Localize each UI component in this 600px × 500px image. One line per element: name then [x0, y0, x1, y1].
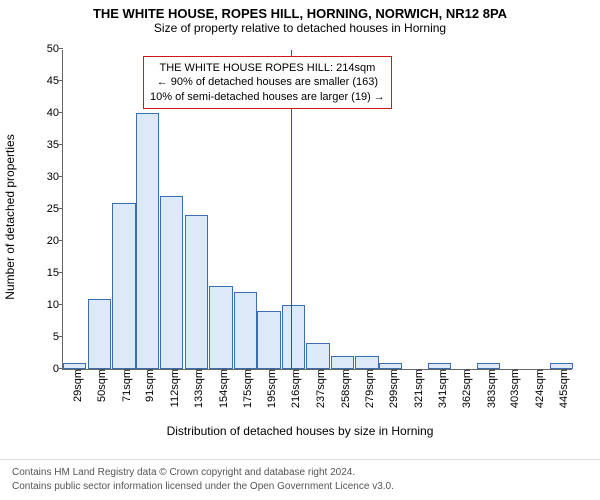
chart-title: THE WHITE HOUSE, ROPES HILL, HORNING, NO…	[0, 0, 600, 21]
x-tick-label: 154sqm	[212, 369, 230, 408]
histogram-bar	[257, 311, 280, 369]
x-tick-label: 279sqm	[358, 369, 376, 408]
x-tick-label: 237sqm	[309, 369, 327, 408]
x-tick-label: 299sqm	[382, 369, 400, 408]
plot-area: 0510152025303540455029sqm50sqm71sqm91sqm…	[62, 50, 572, 370]
x-tick-label: 341sqm	[431, 369, 449, 408]
x-tick-label: 258sqm	[334, 369, 352, 408]
x-tick-label: 133sqm	[187, 369, 205, 408]
histogram-bar	[428, 363, 451, 369]
footer-line: Contains public sector information licen…	[12, 480, 588, 494]
histogram-bar	[379, 363, 402, 369]
histogram-bar	[63, 363, 86, 369]
chart-subtitle: Size of property relative to detached ho…	[0, 21, 600, 35]
histogram-bar	[112, 203, 135, 369]
x-axis-label: Distribution of detached houses by size …	[0, 424, 600, 438]
histogram-bar	[306, 343, 329, 369]
x-tick-label: 216sqm	[284, 369, 302, 408]
y-tick-label: 35	[47, 139, 63, 151]
y-tick-label: 10	[47, 299, 63, 311]
annotation-line: THE WHITE HOUSE ROPES HILL: 214sqm	[150, 61, 385, 75]
x-tick-label: 445sqm	[552, 369, 570, 408]
annotation-box: THE WHITE HOUSE ROPES HILL: 214sqm← 90% …	[143, 56, 392, 109]
histogram-bar	[331, 356, 354, 369]
x-tick-label: 383sqm	[480, 369, 498, 408]
histogram-bar	[282, 305, 305, 369]
annotation-line: 10% of semi-detached houses are larger (…	[150, 90, 385, 104]
x-tick-label: 112sqm	[163, 369, 181, 407]
x-tick-label: 195sqm	[260, 369, 278, 408]
x-tick-label: 403sqm	[503, 369, 521, 408]
histogram-bar	[136, 113, 159, 369]
footer-line: Contains HM Land Registry data © Crown c…	[12, 466, 588, 480]
histogram-bar	[355, 356, 378, 369]
y-tick-label: 15	[47, 267, 63, 279]
y-tick-label: 0	[53, 363, 63, 375]
x-tick-label: 175sqm	[236, 369, 254, 408]
y-tick-label: 25	[47, 203, 63, 215]
histogram-bar	[185, 215, 208, 369]
annotation-line: ← 90% of detached houses are smaller (16…	[150, 75, 385, 89]
histogram-bar	[209, 286, 232, 369]
histogram-chart: THE WHITE HOUSE, ROPES HILL, HORNING, NO…	[0, 0, 600, 500]
histogram-bar	[550, 363, 573, 369]
y-tick-label: 45	[47, 75, 63, 87]
y-tick-label: 40	[47, 107, 63, 119]
y-axis-label: Number of detached properties	[3, 57, 17, 377]
y-tick-label: 30	[47, 171, 63, 183]
y-tick-label: 5	[53, 331, 63, 343]
histogram-bar	[160, 196, 183, 369]
y-tick-label: 50	[47, 43, 63, 55]
x-tick-label: 362sqm	[455, 369, 473, 408]
x-tick-label: 424sqm	[528, 369, 546, 408]
histogram-bar	[88, 299, 111, 369]
y-tick-label: 20	[47, 235, 63, 247]
x-tick-label: 321sqm	[407, 369, 425, 408]
histogram-bar	[477, 363, 500, 369]
footer-credits: Contains HM Land Registry data © Crown c…	[0, 459, 600, 500]
histogram-bar	[234, 292, 257, 369]
